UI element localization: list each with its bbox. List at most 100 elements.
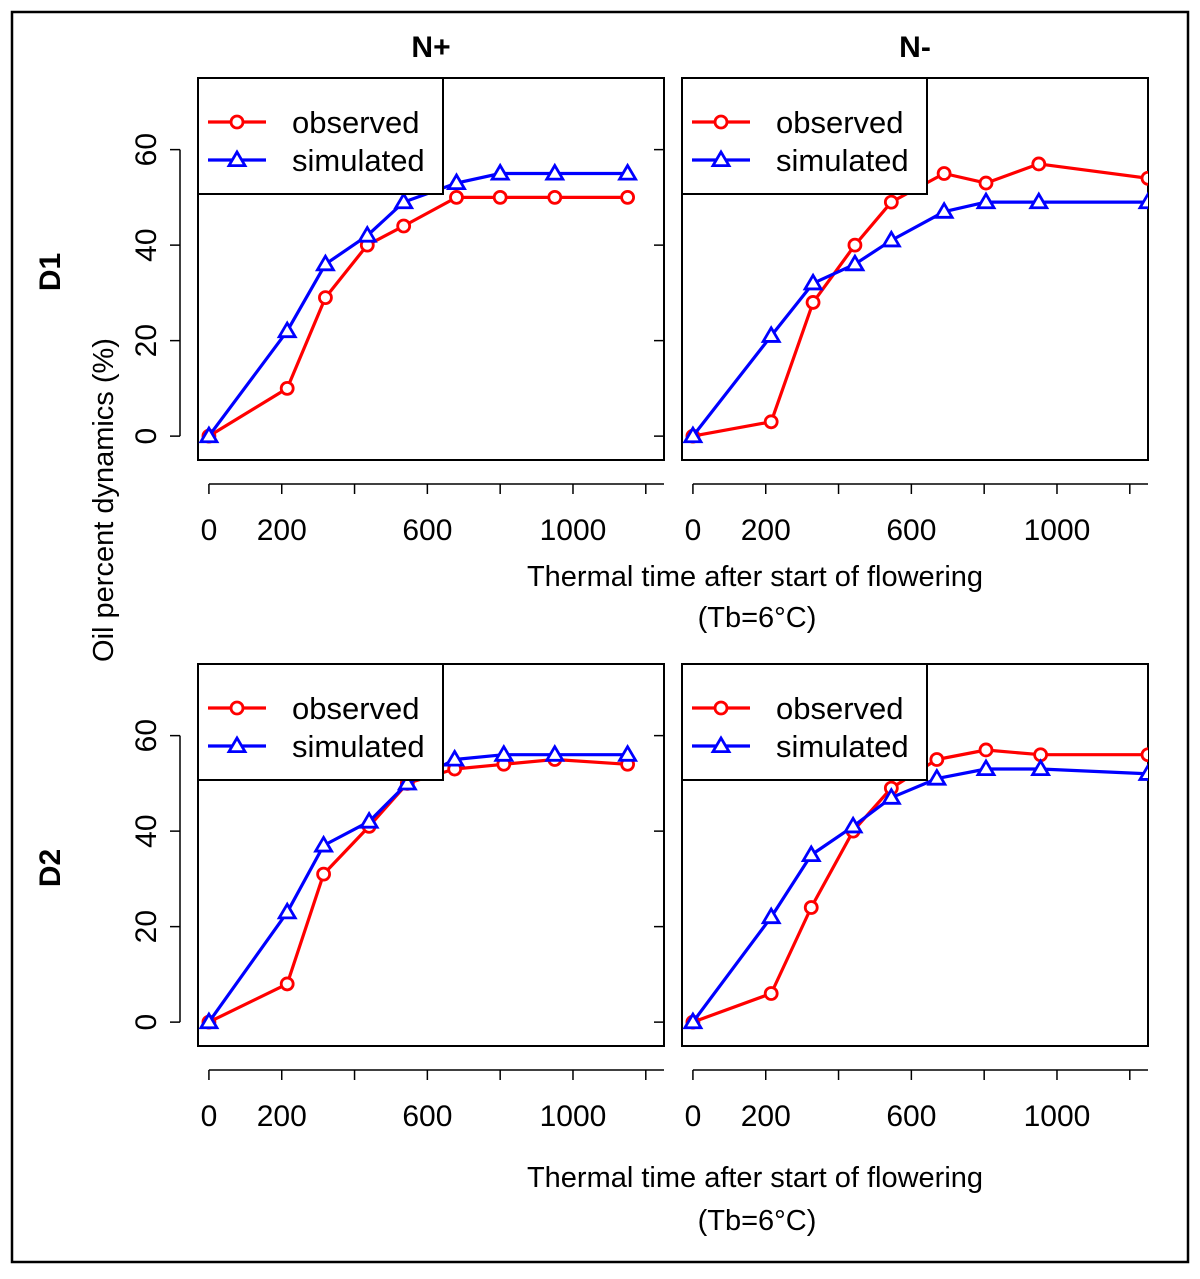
y-tick-label: 60 bbox=[130, 719, 163, 752]
legend-marker-simulated bbox=[226, 149, 248, 168]
data-point-observed bbox=[449, 189, 464, 205]
legend-box bbox=[681, 77, 928, 195]
x-tick-label: 0 bbox=[685, 514, 702, 547]
data-point-simulated bbox=[802, 272, 824, 291]
data-point-simulated bbox=[1028, 191, 1050, 210]
y-tick-label: 20 bbox=[130, 910, 163, 943]
data-point-simulated bbox=[493, 743, 515, 762]
data-point-simulated bbox=[800, 844, 822, 862]
data-point-simulated bbox=[926, 767, 948, 786]
data-point-observed bbox=[847, 237, 863, 253]
data-point-simulated bbox=[880, 786, 902, 805]
data-point-simulated bbox=[358, 810, 380, 829]
data-point-observed bbox=[1140, 170, 1148, 186]
y-tick-label: 0 bbox=[130, 1014, 163, 1031]
y-tick-label: 40 bbox=[130, 228, 163, 261]
data-point-simulated bbox=[880, 229, 902, 248]
legend-label-simulated: simulated bbox=[292, 143, 425, 178]
data-point-simulated bbox=[544, 162, 566, 181]
y-tick-label: 40 bbox=[130, 814, 163, 847]
column-title: N+ bbox=[411, 31, 450, 64]
y-tick-label: 0 bbox=[130, 428, 163, 445]
legend-label-simulated: simulated bbox=[776, 143, 909, 178]
data-point-simulated bbox=[444, 748, 466, 767]
data-point-simulated bbox=[933, 200, 955, 219]
data-point-observed bbox=[316, 866, 332, 882]
legend-box bbox=[681, 663, 928, 781]
data-point-simulated bbox=[760, 325, 782, 343]
data-point-simulated bbox=[276, 901, 298, 920]
data-group bbox=[198, 743, 639, 1030]
data-point-simulated bbox=[276, 320, 298, 339]
data-point-simulated bbox=[975, 758, 997, 777]
data-point-simulated bbox=[1030, 758, 1052, 777]
data-point-simulated bbox=[682, 425, 704, 444]
data-point-simulated bbox=[356, 224, 378, 243]
x-tick-label: 1000 bbox=[540, 1100, 607, 1133]
y-axis-title: Oil percent dynamics (%) bbox=[88, 338, 120, 662]
data-point-simulated bbox=[682, 1011, 704, 1030]
row-label-d2: D2 bbox=[34, 849, 67, 887]
legend-marker-observed bbox=[229, 700, 245, 716]
data-point-observed bbox=[396, 218, 412, 234]
legend-marker-simulated bbox=[710, 735, 732, 753]
data-point-simulated bbox=[396, 772, 418, 791]
x-tick-label: 600 bbox=[886, 514, 936, 547]
data-point-simulated bbox=[617, 162, 639, 181]
data-point-observed bbox=[318, 290, 333, 306]
data-point-observed bbox=[978, 175, 994, 191]
data-point-simulated bbox=[617, 743, 639, 762]
x-tick-label: 600 bbox=[886, 1100, 936, 1133]
data-point-observed bbox=[883, 194, 899, 210]
y-tick-label: 20 bbox=[130, 324, 163, 357]
legend-label-simulated: simulated bbox=[776, 729, 909, 764]
x-tick-label: 600 bbox=[402, 1100, 452, 1133]
legend-label-observed: observed bbox=[776, 691, 904, 726]
data-point-observed bbox=[763, 986, 779, 1001]
legend-marker-observed bbox=[713, 700, 729, 716]
data-point-observed bbox=[1031, 156, 1047, 172]
legend-label-observed: observed bbox=[292, 105, 420, 140]
x-axis-title-line2: (Tb=6°C) bbox=[698, 1205, 817, 1237]
panels-group: N+0 200 600 10000204060observedsimulatedN-0… bbox=[130, 31, 1149, 1237]
legend-label-observed: observed bbox=[292, 691, 420, 726]
data-point-simulated bbox=[1137, 763, 1148, 781]
data-point-simulated bbox=[760, 906, 782, 925]
data-point-simulated bbox=[844, 253, 866, 272]
data-group bbox=[198, 162, 639, 444]
x-tick-label: 200 bbox=[741, 514, 791, 547]
data-point-simulated bbox=[975, 191, 997, 210]
x-tick-label: 200 bbox=[257, 1100, 307, 1133]
data-group bbox=[682, 742, 1148, 1030]
data-point-simulated bbox=[198, 1011, 220, 1030]
outer-frame bbox=[10, 10, 1190, 1264]
column-title: N- bbox=[899, 31, 931, 64]
x-axis-title-line1: Thermal time after start of flowering bbox=[527, 1162, 983, 1194]
data-point-observed bbox=[929, 752, 945, 767]
data-point-observed bbox=[279, 380, 295, 396]
row-label-d1: D1 bbox=[34, 253, 67, 291]
legend-marker-simulated bbox=[710, 149, 732, 168]
x-tick-label: 0 bbox=[201, 514, 218, 547]
data-point-simulated bbox=[1137, 191, 1148, 210]
data-point-simulated bbox=[842, 815, 864, 834]
x-tick-label: 200 bbox=[741, 1100, 791, 1133]
data-point-observed bbox=[547, 189, 563, 205]
data-point-observed bbox=[1140, 747, 1148, 763]
x-axis-title-line1: Thermal time after start of flowering bbox=[527, 561, 983, 593]
legend-marker-simulated bbox=[226, 735, 248, 753]
x-tick-label: 200 bbox=[257, 514, 307, 547]
data-point-observed bbox=[763, 414, 779, 430]
data-point-observed bbox=[978, 742, 994, 758]
data-point-simulated bbox=[544, 743, 566, 762]
data-point-observed bbox=[620, 189, 635, 205]
data-point-simulated bbox=[198, 425, 220, 444]
data-point-observed bbox=[805, 295, 821, 310]
